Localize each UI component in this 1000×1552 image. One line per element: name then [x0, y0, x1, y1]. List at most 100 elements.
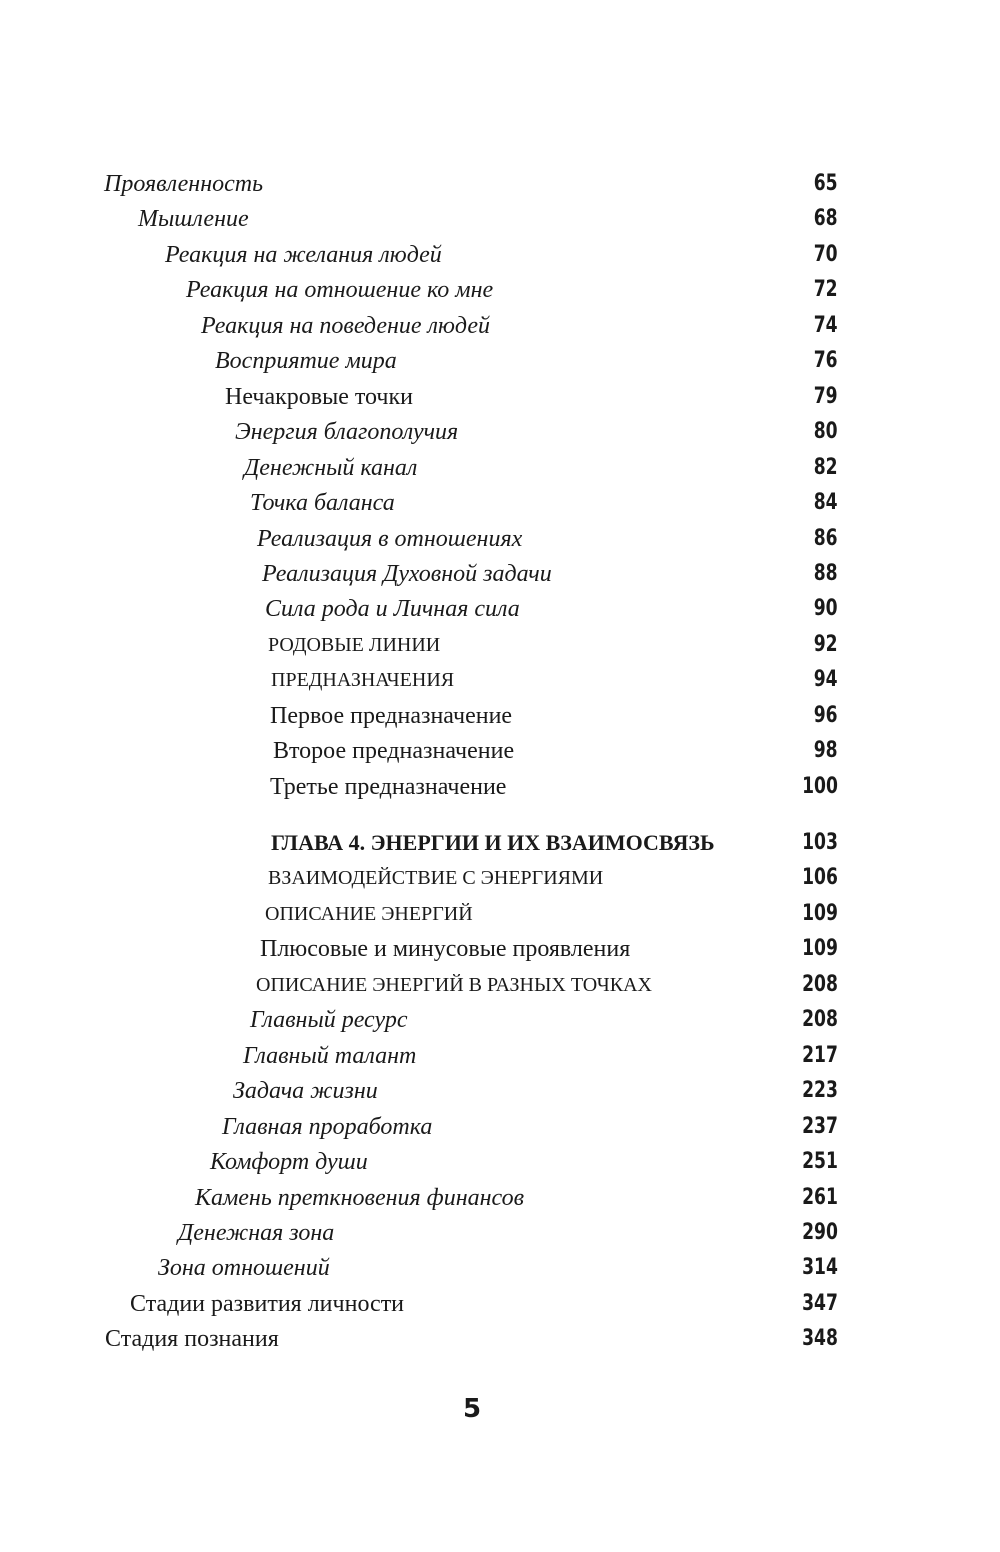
toc-entry: Реакция на отношение ко мне 72	[0, 275, 1000, 305]
toc-entry-page: 237	[802, 1113, 838, 1139]
toc-entry-page: 80	[814, 419, 838, 445]
toc-entry-title: Реализация Духовной задачи	[262, 560, 552, 587]
toc-entry: Камень преткновения финансов 261	[0, 1183, 1000, 1213]
toc-entry-page: 98	[814, 738, 838, 764]
toc-entry-title: Реакция на желания людей	[165, 241, 442, 268]
toc-entry: ГЛАВА 4. ЭНЕРГИИ И ИХ ВЗАИМОСВЯЗЬ 103	[0, 828, 1000, 858]
toc-entry: Реализация в отношениях 86	[0, 524, 1000, 554]
toc-entry-page: 106	[802, 865, 838, 891]
toc-entry: Реализация Духовной задачи 88	[0, 559, 1000, 589]
toc-entry-title: Зона отношений	[158, 1255, 330, 1282]
toc-entry-title: Стадия познания	[105, 1326, 279, 1353]
toc-entry-title: Стадии развития личности	[130, 1290, 405, 1317]
toc-entry-page: 96	[814, 702, 838, 728]
toc-entry-page: 74	[814, 312, 838, 338]
toc-entry: Второе предназначение 98	[0, 736, 1000, 766]
toc-entry-page: 70	[814, 241, 838, 267]
toc-entry: ВЗАИМОДЕЙСТВИЕ С ЭНЕРГИЯМИ 106	[0, 863, 1000, 893]
toc-entry-title: РОДОВЫЕ ЛИНИИ	[268, 633, 441, 656]
toc-entry-page: 82	[814, 454, 838, 480]
toc-entry-title: Денежная зона	[178, 1219, 335, 1246]
toc-entry-page: 314	[802, 1255, 838, 1281]
toc-entry: Третье предназначение 100	[0, 772, 1000, 802]
toc-entry-title: Камень преткновения финансов	[195, 1184, 524, 1211]
toc-entry-page: 348	[802, 1326, 838, 1352]
toc-entry-page: 94	[814, 667, 838, 693]
toc-entry-title: ОПИСАНИЕ ЭНЕРГИЙ В РАЗНЫХ ТОЧКАХ	[256, 973, 652, 996]
toc-entry: Нечакровые точки 79	[0, 382, 1000, 412]
toc-entry: ОПИСАНИЕ ЭНЕРГИЙ 109	[0, 899, 1000, 929]
toc-entry-title: ГЛАВА 4. ЭНЕРГИИ И ИХ ВЗАИМОСВЯЗЬ	[271, 830, 715, 855]
toc-entry-page: 223	[802, 1078, 838, 1104]
toc-entry: Сила рода и Личная сила 90	[0, 594, 1000, 624]
toc-entry-title: Первое предназначение	[270, 702, 513, 729]
toc-entry: Стадии развития личности 347	[0, 1289, 1000, 1319]
toc-entry: Реакция на желания людей 70	[0, 240, 1000, 270]
toc-entry-page: 79	[814, 383, 838, 409]
toc-entry: Первое предназначение 96	[0, 701, 1000, 731]
toc-entry: Мышление 68	[0, 204, 1000, 234]
toc-entry-title: Задача жизни	[233, 1078, 378, 1105]
toc-entry-title: Главная проработка	[222, 1113, 433, 1140]
toc-entry-page: 109	[802, 936, 838, 962]
toc-entry-title: ВЗАИМОДЕЙСТВИЕ С ЭНЕРГИЯМИ	[268, 867, 604, 890]
toc-entry: Плюсовые и минусовые проявления 109	[0, 934, 1000, 964]
toc-entry: Денежная зона 290	[0, 1218, 1000, 1248]
toc-entry-title: Третье предназначение	[270, 773, 507, 800]
toc-entry-page: 290	[802, 1219, 838, 1245]
toc-entry: Задача жизни 223	[0, 1076, 1000, 1106]
toc-entry: Главная проработка 237	[0, 1112, 1000, 1142]
toc-entry: Стадия познания 348	[0, 1324, 1000, 1354]
toc-entry: Восприятие мира 76	[0, 346, 1000, 376]
toc-entry-title: Комфорт души	[210, 1149, 368, 1176]
toc-entry: Комфорт души 251	[0, 1147, 1000, 1177]
toc-entry-page: 86	[814, 525, 838, 551]
toc-entry-page: 208	[802, 971, 838, 997]
toc-entry-page: 76	[814, 348, 838, 374]
toc-entry: Денежный канал 82	[0, 453, 1000, 483]
toc-entry: Главный талант 217	[0, 1041, 1000, 1071]
toc-entry-title: Денежный канал	[244, 454, 418, 481]
toc-entry-page: 103	[802, 830, 838, 855]
toc-entry-title: Точка баланса	[250, 490, 395, 517]
toc-entry-title: Энергия благополучия	[235, 419, 459, 446]
toc-entry-page: 72	[814, 277, 838, 303]
toc-entry-title: Плюсовые и минусовые проявления	[260, 936, 631, 963]
toc-entry-page: 92	[814, 631, 838, 657]
toc-entry-page: 88	[814, 560, 838, 586]
toc-entry-title: Второе предназначение	[273, 738, 515, 765]
toc-entry-title: Мышление	[138, 206, 249, 233]
toc-entry: Главный ресурс 208	[0, 1005, 1000, 1035]
toc-entry-title: Реакция на отношение ко мне	[186, 277, 494, 304]
toc-entry-title: Проявленность	[104, 171, 264, 197]
toc-entry-page: 217	[802, 1042, 838, 1068]
toc-entry: Зона отношений 314	[0, 1253, 1000, 1283]
toc-entry-title: Реакция на поведение людей	[201, 312, 491, 339]
toc-entry: Энергия благополучия 80	[0, 417, 1000, 447]
toc-entry-page: 68	[814, 206, 838, 232]
toc-entry-title: ОПИСАНИЕ ЭНЕРГИЙ	[265, 902, 473, 925]
page-number: 5	[462, 1394, 482, 1424]
toc-entry-page: 90	[814, 596, 838, 622]
toc-entry-page: 100	[802, 773, 838, 799]
toc-entry-page: 347	[802, 1290, 838, 1316]
toc-entry: ПРЕДНАЗНАЧЕНИЯ 94	[0, 665, 1000, 695]
toc-entry: Реакция на поведение людей 74	[0, 311, 1000, 341]
toc-entry-page: 84	[814, 490, 838, 516]
toc-entry: Проявленность 65	[0, 169, 1000, 199]
toc-entry: Точка баланса 84	[0, 488, 1000, 518]
toc-entry-page: 65	[814, 171, 838, 196]
toc-entry-title: Главный ресурс	[250, 1007, 408, 1034]
toc-entry: ОПИСАНИЕ ЭНЕРГИЙ В РАЗНЫХ ТОЧКАХ 208	[0, 970, 1000, 1000]
toc-entry-title: Главный талант	[243, 1042, 417, 1069]
toc-entry-title: Сила рода и Личная сила	[265, 596, 520, 623]
toc-entry-title: Нечакровые точки	[225, 383, 414, 410]
toc-entry-title: Реализация в отношениях	[257, 525, 523, 552]
toc-entry: РОДОВЫЕ ЛИНИИ 92	[0, 630, 1000, 660]
toc-entry-title: Восприятие мира	[215, 348, 397, 375]
toc-entry-title: ПРЕДНАЗНАЧЕНИЯ	[271, 669, 455, 692]
toc-entry-page: 261	[802, 1184, 838, 1210]
toc-entry-page: 208	[802, 1007, 838, 1033]
toc-entry-page: 251	[802, 1149, 838, 1175]
toc-entry-page: 109	[802, 900, 838, 926]
